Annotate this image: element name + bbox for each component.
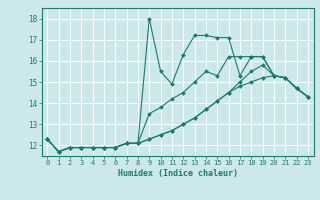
X-axis label: Humidex (Indice chaleur): Humidex (Indice chaleur) — [118, 169, 237, 178]
